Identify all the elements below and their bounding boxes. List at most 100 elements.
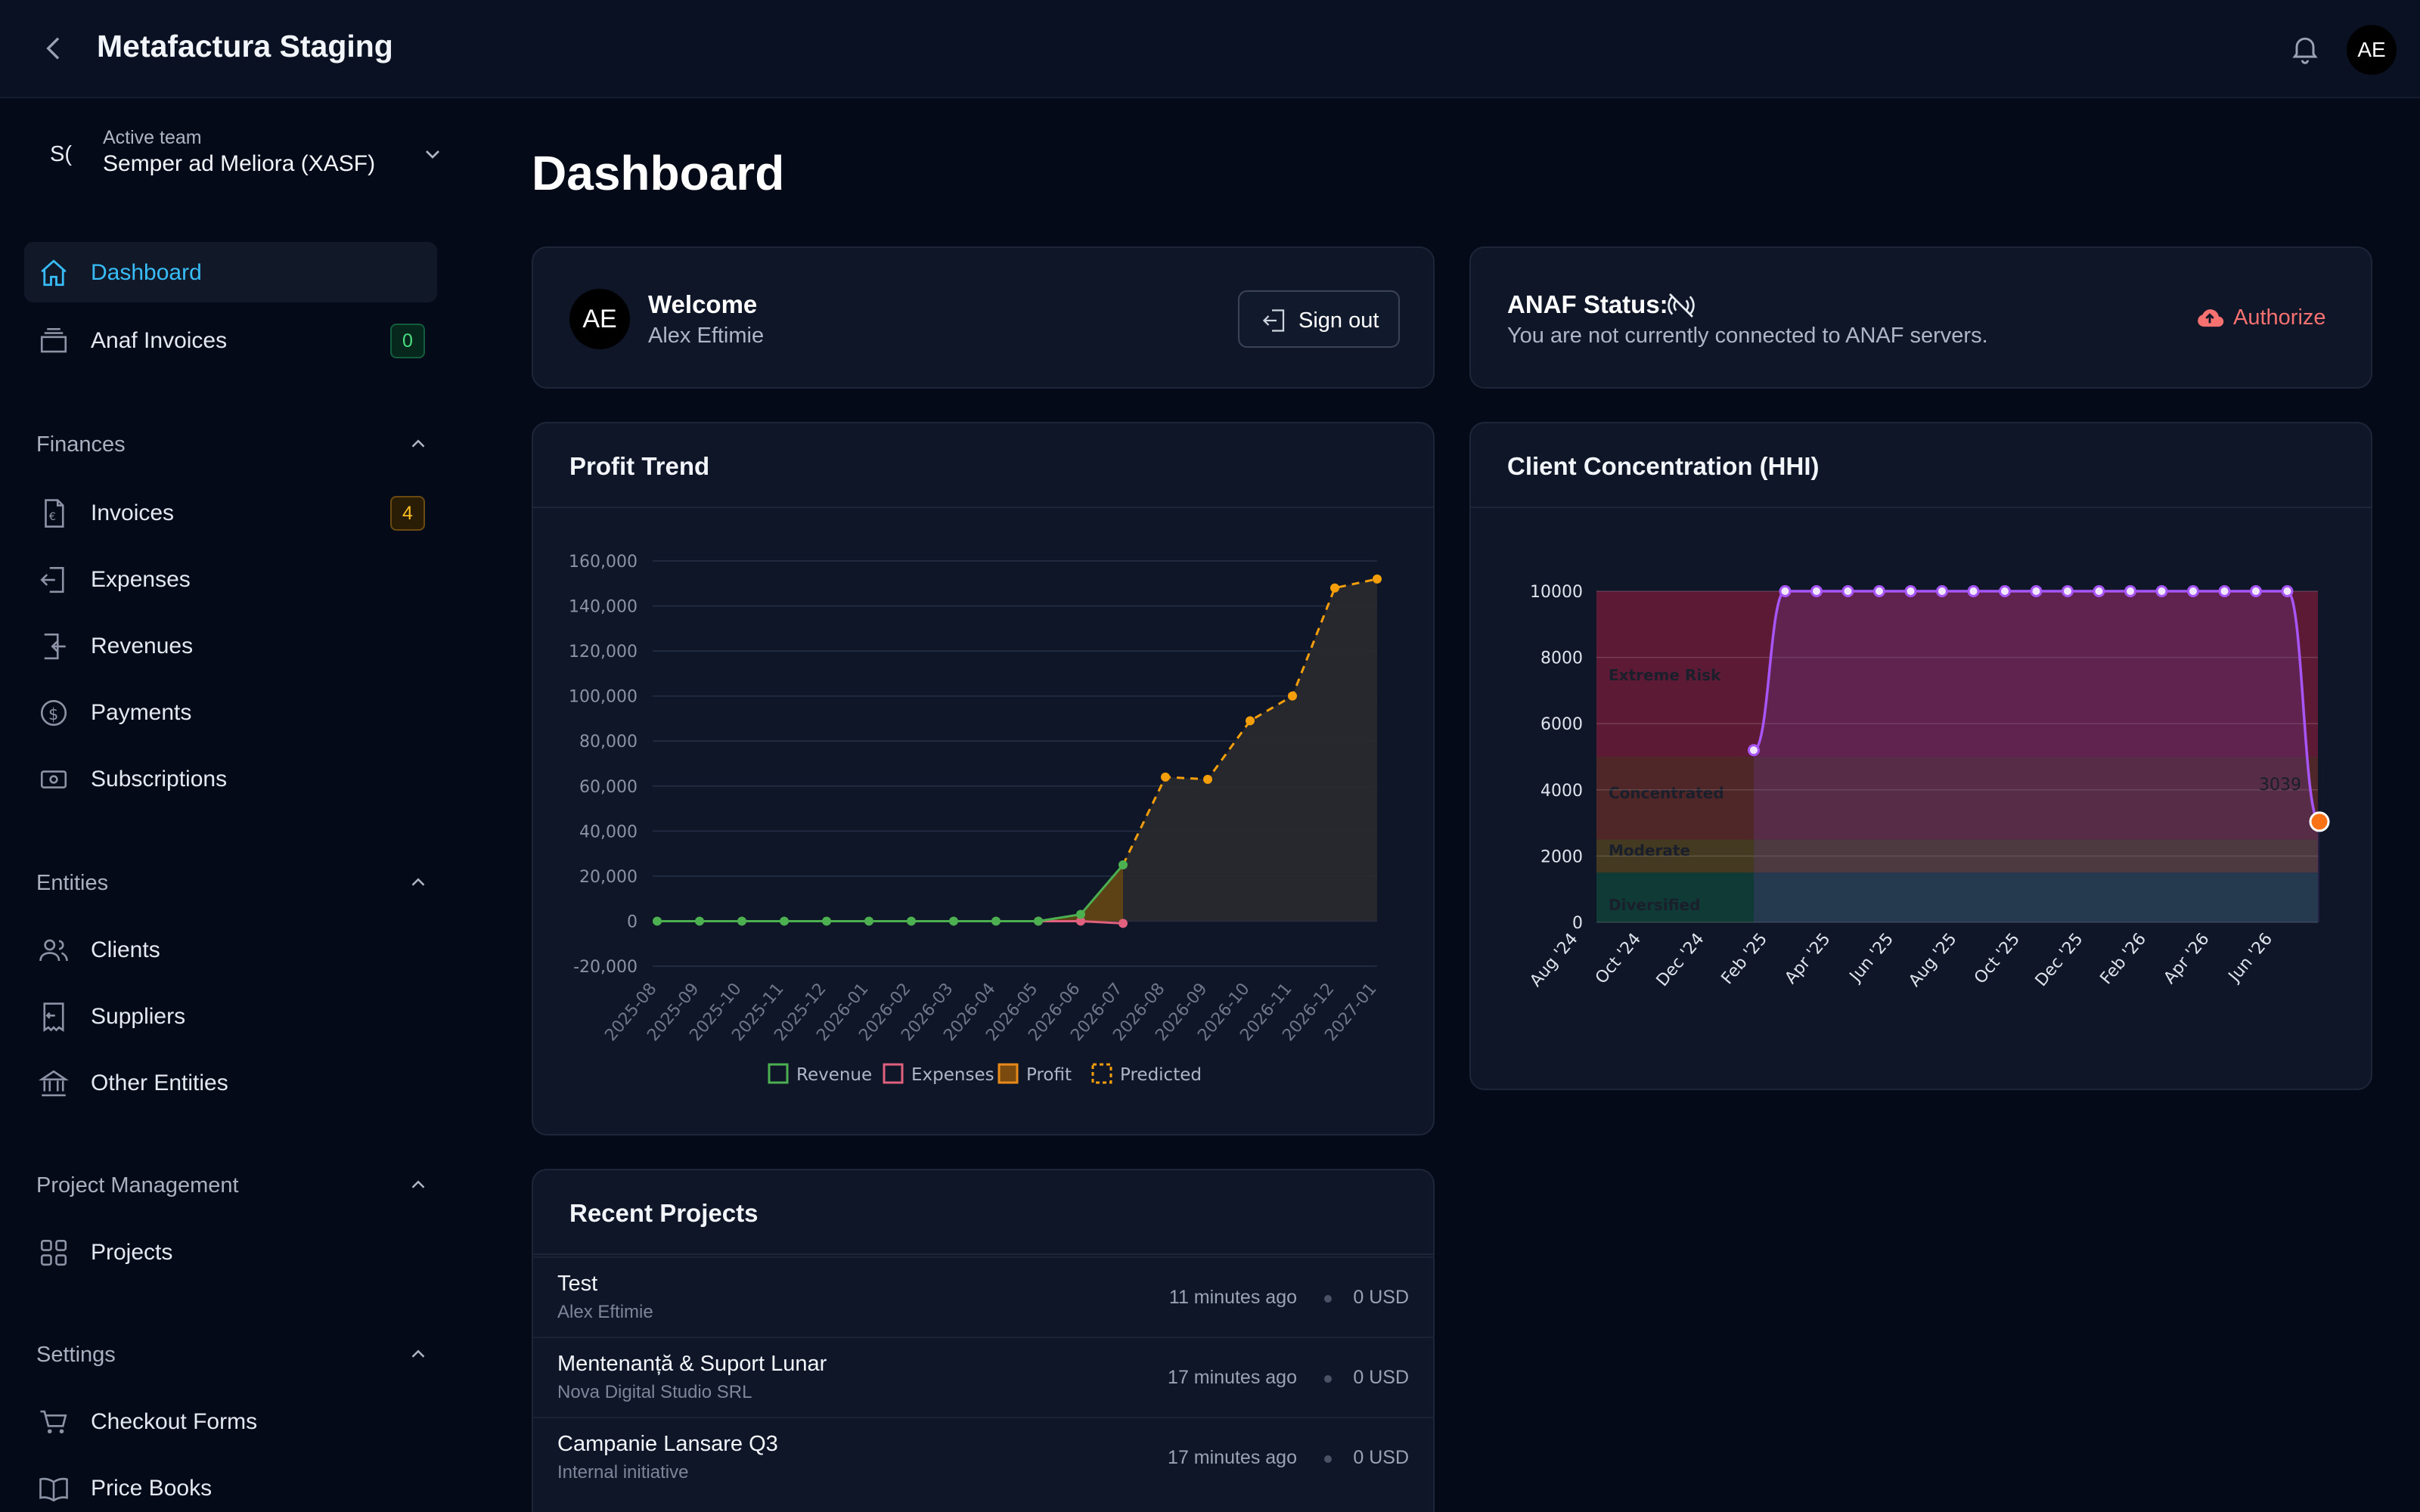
sidebar-item-revenues[interactable]: Revenues — [24, 615, 437, 676]
y-tick-label: 6000 — [1540, 715, 1583, 734]
sidebar-item-clients[interactable]: Clients — [24, 919, 437, 980]
predicted-point — [1246, 716, 1255, 726]
section-header-entities[interactable]: Entities — [36, 863, 430, 901]
legend-swatch — [997, 1063, 1019, 1084]
y-tick-label: 10000 — [1530, 583, 1583, 602]
legend-swatch — [883, 1063, 904, 1084]
x-tick-label: Dec '24 — [1653, 930, 1708, 990]
revenue-point — [864, 916, 873, 926]
table-row[interactable]: Mentenanță & Suport Lunar Nova Digital S… — [533, 1337, 1435, 1417]
y-tick-label: 120,000 — [569, 643, 638, 662]
project-name: Test — [557, 1272, 598, 1296]
revenue-point — [653, 916, 662, 926]
sidebar-item-dashboard[interactable]: Dashboard — [24, 242, 437, 302]
chevron-down-icon[interactable] — [420, 142, 445, 166]
section-header-finances[interactable]: Finances — [36, 425, 430, 463]
client-concentration-card: Client Concentration (HHI) Extreme Risk C… — [1469, 422, 2372, 1090]
hhi-point — [2062, 585, 2074, 597]
sidebar-item-label: Clients — [91, 937, 160, 962]
sidebar-item-label: Projects — [91, 1240, 173, 1265]
expenses-point — [1076, 916, 1085, 926]
separator-dot — [1324, 1375, 1332, 1383]
project-time: 11 minutes ago — [1168, 1287, 1297, 1308]
revenue-point — [1118, 860, 1128, 869]
hhi-point — [2124, 585, 2136, 597]
svg-text:€: € — [49, 511, 56, 523]
risk-band — [1596, 839, 2318, 873]
project-name: Mentenanță & Suport Lunar — [557, 1352, 827, 1376]
hhi-point — [1967, 585, 1980, 597]
sidebar-item-label: Dashboard — [91, 260, 202, 285]
user-avatar[interactable]: AE — [2347, 25, 2397, 75]
chevron-up-icon — [411, 439, 425, 448]
x-tick-label: Oct '24 — [1592, 930, 1645, 988]
project-time: 17 minutes ago — [1168, 1447, 1297, 1468]
anaf-status-card: ANAF Status: You are not currently conne… — [1469, 246, 2372, 389]
hhi-value-annotation: 3039 — [2259, 776, 2301, 795]
x-tick-label: Feb '26 — [2097, 930, 2151, 988]
card-title: Profit Trend — [569, 452, 710, 480]
card-title: Recent Projects — [569, 1199, 759, 1227]
hhi-point — [1936, 585, 1948, 597]
sidebar-item-anaf-invoices[interactable]: Anaf Invoices 0 — [24, 310, 437, 370]
expense-icon — [40, 566, 64, 593]
predicted-point — [1288, 691, 1297, 701]
signal-off-icon — [1668, 293, 1695, 318]
hhi-point — [2155, 585, 2168, 597]
y-tick-label: 40,000 — [579, 823, 638, 841]
x-tick-label: Dec '25 — [2032, 930, 2087, 990]
chevron-up-icon — [411, 1349, 425, 1358]
hhi-chart: Extreme Risk Concentrated Moderate Diversif… — [1526, 583, 2330, 990]
sidebar-item-suppliers[interactable]: Suppliers — [24, 986, 437, 1046]
authorize-button[interactable]: Authorize — [2195, 304, 2339, 334]
sidebar-item-label: Subscriptions — [91, 767, 228, 792]
back-arrow-icon[interactable] — [39, 33, 70, 64]
x-tick-label: Apr '26 — [2161, 930, 2214, 988]
x-tick-label: Feb '25 — [1718, 930, 1772, 988]
bank-icon — [38, 1070, 70, 1097]
revenue-point — [780, 916, 789, 926]
dollar-icon: $ — [40, 699, 67, 727]
hhi-point — [2218, 585, 2231, 597]
predicted-point — [1373, 574, 1382, 584]
revenue-icon — [44, 633, 66, 660]
sidebar-item-other-entities[interactable]: Other Entities — [24, 1052, 437, 1113]
sidebar-item-checkout-forms[interactable]: Checkout Forms — [24, 1391, 437, 1452]
separator-dot — [1324, 1455, 1332, 1463]
sidebar-item-label: Anaf Invoices — [91, 328, 228, 353]
bell-icon[interactable] — [2288, 32, 2322, 65]
sidebar-item-subscriptions[interactable]: Subscriptions — [24, 748, 437, 809]
sidebar-item-invoices[interactable]: € Invoices 4 — [24, 482, 437, 543]
sidebar-item-expenses[interactable]: Expenses — [24, 549, 437, 609]
team-switcher[interactable]: S( Active team Semper ad Meliora (XASF) — [36, 122, 452, 198]
sidebar-item-projects[interactable]: Projects — [24, 1222, 437, 1282]
sidebar-item-label: Price Books — [91, 1476, 213, 1501]
legend-label: Predicted — [1120, 1065, 1202, 1085]
hhi-point — [2250, 585, 2262, 597]
predicted-point — [1330, 583, 1339, 593]
legend-label: Revenue — [796, 1065, 872, 1085]
project-amount: 0 USD — [1353, 1367, 1409, 1388]
hhi-point — [1999, 585, 2011, 597]
risk-band — [1596, 757, 2318, 840]
revenue-point — [991, 916, 1001, 926]
legend-label: Expenses — [911, 1065, 994, 1085]
risk-band — [1596, 872, 2318, 922]
section-header-project-management[interactable]: Project Management — [36, 1166, 430, 1204]
project-owner: Internal initiative — [557, 1462, 689, 1483]
table-row[interactable]: Campanie Lansare Q3 Internal initiative … — [533, 1417, 1435, 1497]
sidebar-item-payments[interactable]: $ Payments — [24, 682, 437, 742]
revenue-point — [907, 916, 916, 926]
sidebar-item-price-books[interactable]: Price Books — [24, 1458, 437, 1512]
grid-icon — [40, 1239, 67, 1266]
y-tick-label: 160,000 — [569, 553, 638, 572]
hhi-point — [1904, 585, 1917, 597]
table-row[interactable]: Test Alex Eftimie 11 minutes ago 0 USD — [533, 1256, 1435, 1337]
hhi-point — [2187, 585, 2199, 597]
hhi-area — [1754, 591, 2319, 922]
sign-out-button[interactable]: Sign out — [1238, 290, 1400, 348]
sidebar-item-label: Payments — [91, 700, 192, 725]
section-header-settings[interactable]: Settings — [36, 1335, 430, 1373]
risk-band — [1596, 591, 2318, 757]
chevron-up-icon — [411, 1180, 425, 1188]
